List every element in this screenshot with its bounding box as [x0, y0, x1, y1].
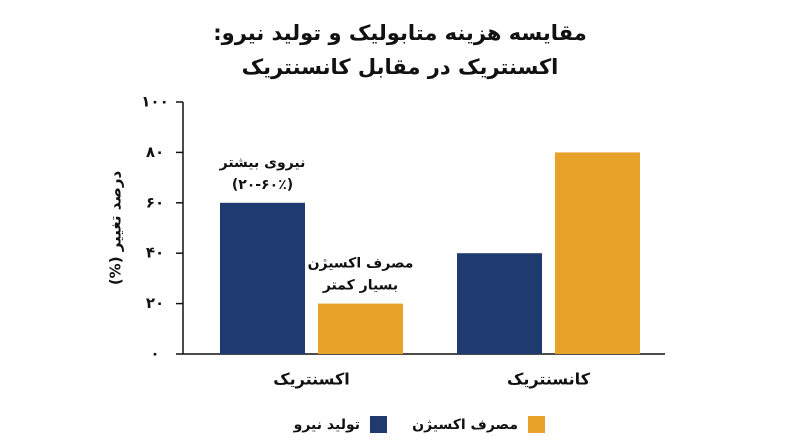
annotation: نیروی بیشتر [219, 155, 306, 171]
y-tick-label: ۲۰ [146, 294, 164, 312]
y-tick-label: ۴۰ [146, 244, 164, 262]
x-tick-label: اکسنتریک [273, 370, 349, 389]
legend-label: مصرف اکسیژن [412, 417, 518, 433]
y-tick-label: ۰ [150, 345, 159, 363]
bar [220, 202, 305, 354]
annotation: مصرف اکسیژن [308, 256, 414, 272]
bar [457, 253, 542, 354]
annotation: (۲۰-۶۰٪) [232, 177, 293, 193]
y-tick-label: ۶۰ [146, 193, 164, 211]
legend-swatch [528, 416, 545, 433]
y-axis-label: درصد تغییر (%) [107, 171, 125, 286]
chart-title: مقایسه هزینه متابولیک و تولید نیرو: [213, 21, 587, 45]
chart-title: اکسنتریک در مقابل کانسنتریک [242, 55, 559, 79]
bar [555, 152, 640, 354]
annotation: بسیار کمتر [322, 278, 398, 294]
legend-swatch [370, 416, 387, 433]
legend-label: تولید نیرو [293, 417, 360, 433]
bar [318, 303, 403, 354]
x-tick-label: کانسنتریک [507, 370, 591, 389]
y-tick-label: ۸۰ [146, 143, 164, 161]
y-tick-label: ۱۰۰ [141, 93, 168, 111]
